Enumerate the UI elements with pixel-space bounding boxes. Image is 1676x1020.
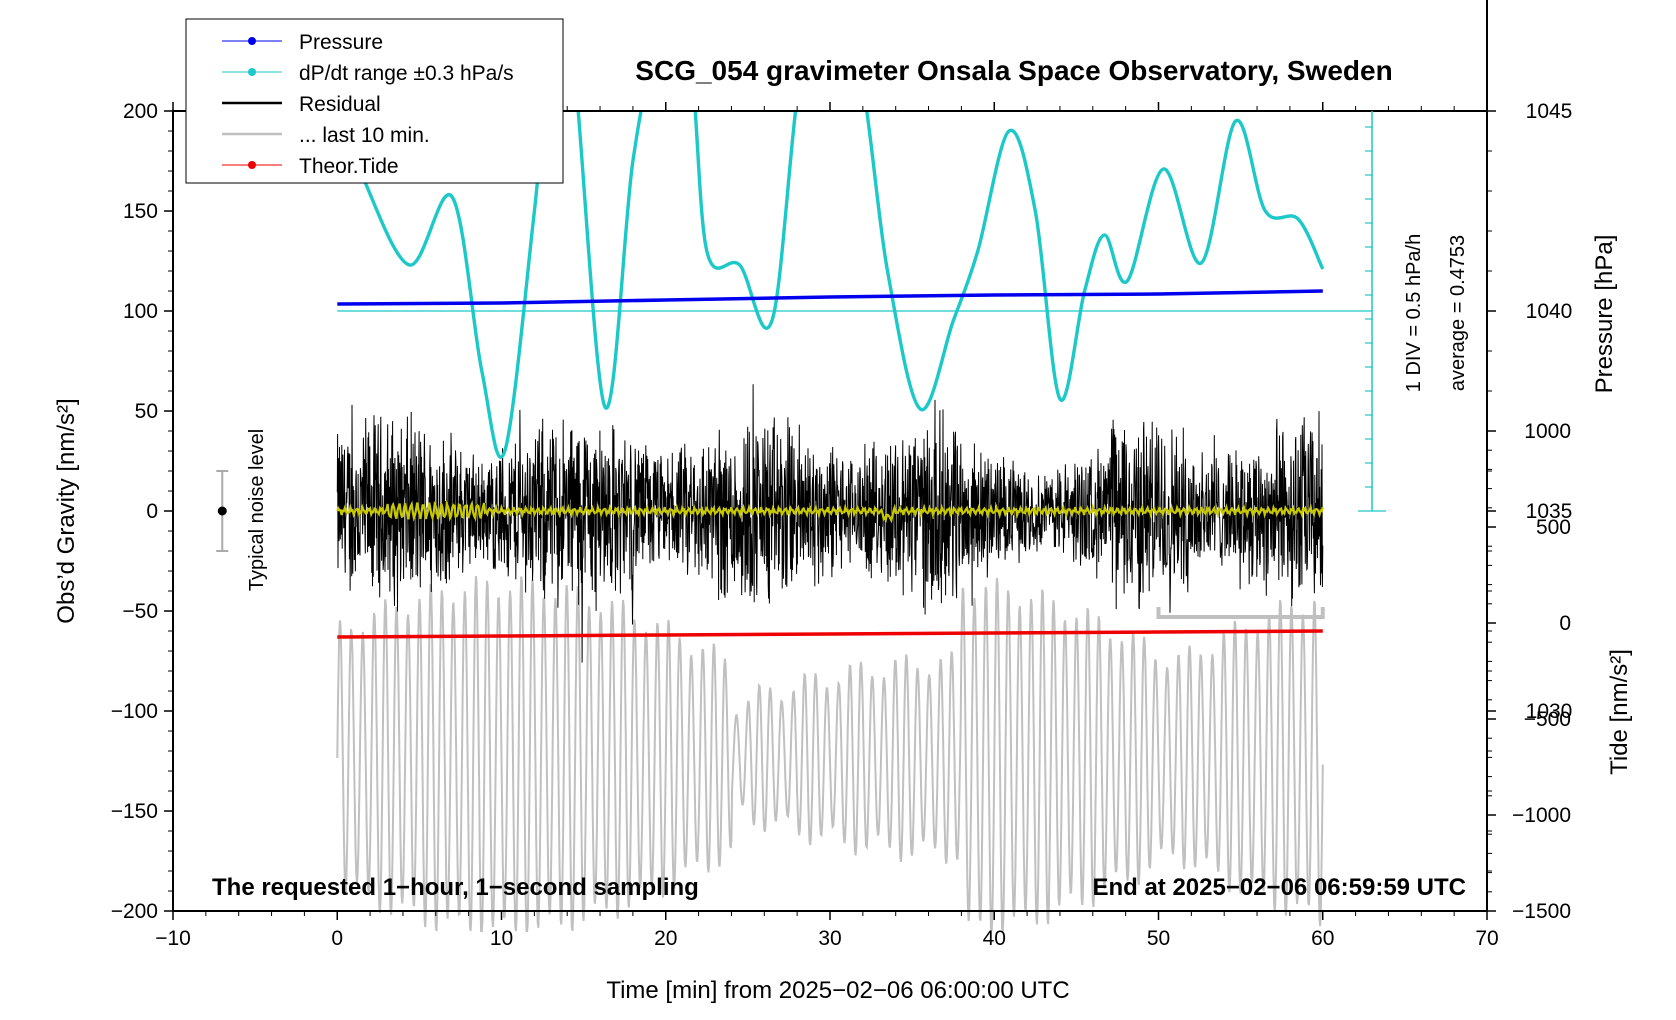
- dpdt-scale-label: 1 DIV = 0.5 hPa/h: [1403, 234, 1425, 392]
- y-tick-label: 0: [146, 500, 158, 523]
- x-tick-label: 10: [490, 927, 513, 950]
- x-tick-label: 50: [1147, 927, 1170, 950]
- y-axis-label-gravity: Obs’d Gravity [nm/s²]: [53, 398, 80, 623]
- x-tick-label: 40: [983, 927, 1006, 950]
- x-tick-label: 20: [654, 927, 677, 950]
- x-tick-label: 0: [331, 927, 343, 950]
- legend-label: Pressure: [299, 31, 383, 54]
- tide-tick-label: 500: [1536, 516, 1571, 539]
- legend-marker: [248, 68, 256, 76]
- y-tick-label: 200: [123, 100, 158, 123]
- pressure-tick-label: 1045: [1526, 100, 1573, 123]
- pressure-line: [337, 289, 1323, 306]
- end-time-note: End at 2025−02−06 06:59:59 UTC: [1092, 874, 1466, 901]
- pressure-tick-label: 1035: [1526, 500, 1573, 523]
- series-layer: [216, 111, 1373, 932]
- legend-label: ... last 10 min.: [299, 124, 430, 147]
- chart-title: SCG_054 gravimeter Onsala Space Observat…: [635, 55, 1392, 86]
- x-axis-label: Time [min] from 2025−02−06 06:00:00 UTC: [606, 977, 1069, 1004]
- tide-tick-label: −1500: [1512, 900, 1571, 923]
- noise-level-label: Typical noise level: [246, 429, 268, 591]
- y-axis-label-pressure: Pressure [hPa]: [1591, 235, 1618, 394]
- y-tick-label: −50: [122, 600, 158, 623]
- legend-box: [185, 18, 564, 184]
- y-tick-label: 150: [123, 200, 158, 223]
- last-10-min-line: [336, 576, 1324, 932]
- axes: −10 0 10 20 30 40 50 60 70−200−150−100−500501001…: [111, 0, 1573, 950]
- noise-level-dot: [217, 506, 227, 516]
- residual-line: [336, 384, 1324, 663]
- tide-tick-label: −1000: [1512, 804, 1571, 827]
- x-tick-label: −10: [155, 927, 191, 950]
- legend-label: dP/dt range ±0.3 hPa/s: [299, 62, 514, 85]
- residual-smoothed-line: [336, 499, 1324, 524]
- legend-label: Residual: [299, 93, 381, 116]
- last-10-min-bracket: [1156, 607, 1325, 619]
- legend-marker: [248, 37, 256, 45]
- x-tick-label: 70: [1475, 927, 1498, 950]
- theoretical-tide-line: [337, 629, 1323, 639]
- tide-tick-label: 1000: [1524, 420, 1571, 443]
- x-tick-label: 30: [818, 927, 841, 950]
- y-tick-label: −150: [111, 800, 158, 823]
- x-tick-label: 60: [1311, 927, 1334, 950]
- legend-label: Theor.Tide: [299, 155, 399, 178]
- dpdt-line: [335, 111, 1325, 459]
- legend-marker: [248, 161, 256, 169]
- y-tick-label: −100: [111, 700, 158, 723]
- sampling-note: The requested 1−hour, 1−second sampling: [212, 874, 699, 901]
- y-tick-label: 100: [123, 300, 158, 323]
- tide-tick-label: −500: [1524, 708, 1571, 731]
- pressure-tick-label: 1030: [1526, 700, 1573, 723]
- tide-tick-label: 0: [1559, 612, 1571, 635]
- y-axis-label-tide: Tide [nm/s²]: [1606, 649, 1633, 775]
- y-tick-label: −200: [111, 900, 158, 923]
- pressure-tick-label: 1040: [1526, 300, 1573, 323]
- legend: Pressure dP/dt range ±0.3 hPa/s Residual..…: [185, 18, 564, 184]
- y-tick-label: 50: [135, 400, 158, 423]
- pressure-average-label: average = 0.4753: [1447, 235, 1469, 391]
